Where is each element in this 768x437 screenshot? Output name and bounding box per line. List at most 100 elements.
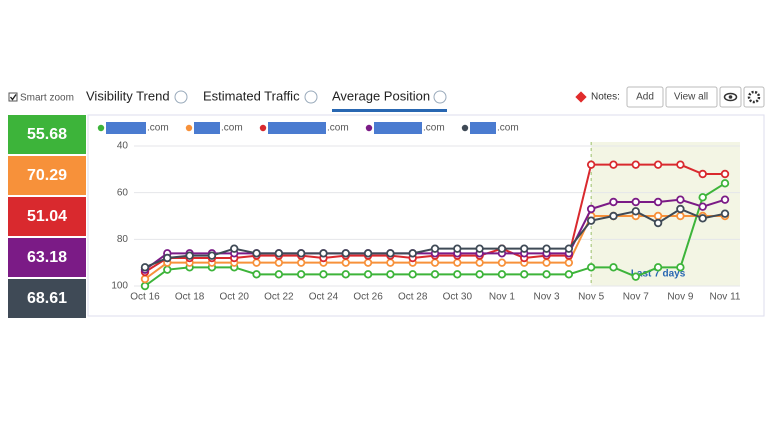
x-tick-label: Oct 18	[175, 292, 205, 303]
x-tick-label: Oct 28	[398, 292, 428, 303]
point	[497, 244, 507, 253]
point	[653, 218, 663, 228]
point	[542, 270, 551, 279]
checkbox[interactable]	[8, 92, 18, 102]
point	[274, 258, 284, 267]
legend-dot	[185, 124, 193, 132]
smart-zoom[interactable]: Smart zoom	[20, 93, 74, 104]
tab[interactable]: Average Position	[332, 88, 430, 103]
annotation: Last 7 days	[631, 269, 686, 280]
legend-dot	[461, 124, 469, 132]
point	[430, 244, 440, 253]
point	[631, 272, 640, 281]
button-label[interactable]: View all	[674, 92, 708, 103]
point	[408, 270, 417, 279]
point	[564, 270, 574, 279]
point	[341, 258, 350, 267]
point	[274, 249, 284, 258]
tab[interactable]: Estimated Traffic	[203, 88, 300, 103]
point	[185, 251, 194, 260]
eye-pupil	[728, 95, 733, 99]
check	[9, 94, 17, 101]
point	[497, 270, 507, 279]
x-tick-label: Oct 24	[309, 292, 339, 303]
point	[653, 197, 663, 207]
info-icon	[433, 90, 447, 104]
point	[430, 270, 440, 279]
button[interactable]	[665, 86, 718, 108]
point	[586, 216, 596, 225]
tab-underline	[332, 109, 447, 112]
x-tick-label: Nov 3	[533, 292, 560, 303]
y-tick-label: 40	[117, 141, 129, 152]
button[interactable]	[626, 86, 664, 108]
point	[653, 263, 663, 272]
point	[140, 281, 150, 291]
notes-diamond	[575, 91, 587, 103]
point	[520, 270, 529, 279]
legend-dot	[365, 124, 373, 132]
point	[363, 270, 373, 279]
gear-icon	[747, 90, 761, 104]
point	[586, 160, 596, 169]
button-label[interactable]: Add	[636, 92, 654, 103]
x-tick-label: Oct 22	[264, 292, 294, 303]
score-box	[8, 115, 86, 154]
score-box	[8, 197, 86, 236]
score-box	[8, 238, 86, 277]
point	[676, 211, 685, 221]
point	[475, 270, 484, 279]
score-value: 70.29	[27, 167, 67, 184]
notes-label: Notes:	[591, 92, 620, 103]
score-value: 68.61	[27, 290, 67, 307]
point	[475, 244, 484, 253]
point	[564, 244, 574, 253]
legend-label: .com	[147, 123, 169, 134]
point	[631, 160, 640, 169]
point	[609, 263, 618, 272]
point	[363, 249, 373, 258]
point	[698, 202, 707, 211]
x-tick-label: Nov 7	[623, 292, 650, 303]
point	[676, 204, 685, 214]
x-tick-label: Oct 26	[353, 292, 383, 303]
point	[230, 244, 239, 253]
eye-icon	[723, 92, 738, 102]
settings-button[interactable]	[743, 86, 765, 108]
point	[475, 258, 484, 267]
point	[430, 258, 440, 267]
tab[interactable]: Visibility Trend	[86, 88, 170, 103]
point	[207, 251, 217, 260]
y-tick-label: 80	[117, 234, 129, 245]
y-tick-label: 60	[117, 187, 129, 198]
point	[586, 204, 596, 214]
point	[631, 207, 640, 216]
score-value: 51.04	[27, 208, 67, 225]
point	[252, 258, 261, 267]
legend-dot	[259, 124, 267, 132]
point	[676, 195, 685, 204]
x-tick-label: Oct 30	[443, 292, 473, 303]
point	[252, 270, 261, 279]
legend-label: .com	[327, 123, 349, 134]
x-tick-label: Oct 20	[219, 292, 249, 303]
point	[386, 270, 395, 279]
score-value: 63.18	[27, 249, 67, 266]
info-icon	[304, 90, 318, 104]
redaction	[106, 122, 146, 134]
y-tick-label: 100	[111, 281, 128, 292]
point	[676, 160, 685, 169]
point	[408, 249, 417, 258]
point	[542, 258, 551, 267]
point	[453, 244, 462, 253]
point	[252, 249, 261, 258]
point	[319, 270, 328, 279]
point	[163, 265, 172, 274]
point	[609, 197, 618, 207]
score-box	[8, 156, 86, 195]
x-tick-label: Nov 9	[667, 292, 694, 303]
point	[720, 195, 730, 204]
point	[720, 209, 730, 218]
point	[296, 258, 306, 267]
